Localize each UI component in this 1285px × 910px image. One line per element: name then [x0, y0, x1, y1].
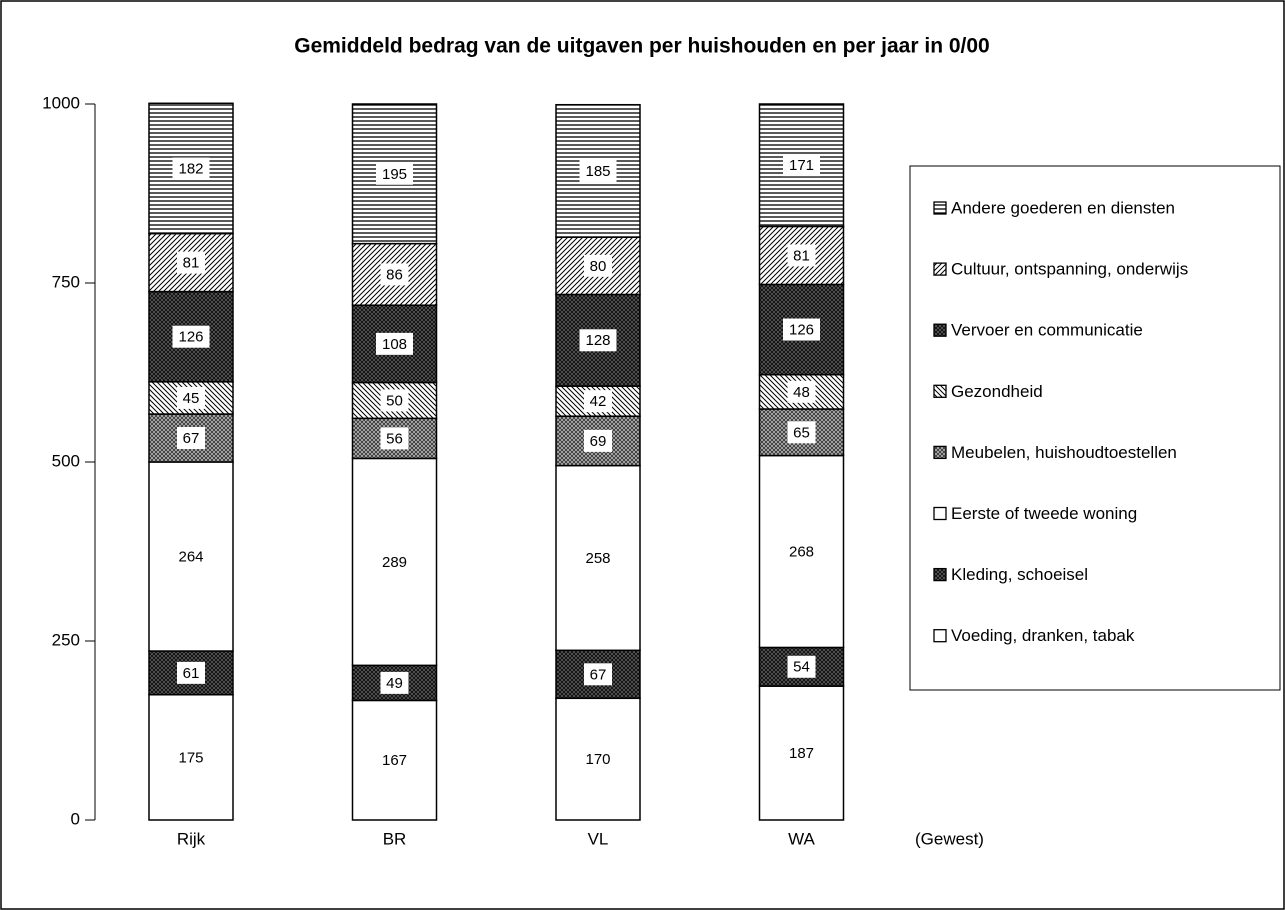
value-label: 128	[585, 332, 610, 349]
legend-swatch	[933, 262, 947, 276]
legend-label: Andere goederen en diensten	[951, 198, 1175, 217]
value-label: 81	[793, 247, 810, 264]
value-label: 65	[793, 424, 810, 441]
value-label-bg	[177, 251, 205, 274]
value-label-bg	[787, 421, 816, 444]
value-label: 175	[178, 749, 203, 766]
value-label-bg	[783, 318, 820, 341]
value-label-bg	[376, 749, 413, 772]
value-label: 170	[585, 751, 610, 768]
chart-title: Gemiddeld bedrag van de uitgaven per hui…	[294, 35, 990, 58]
value-label: 289	[382, 554, 407, 571]
legend-label: Voeding, dranken, tabak	[951, 626, 1135, 645]
value-label-bg	[783, 742, 820, 765]
legend	[909, 165, 1281, 691]
value-label-bg	[376, 162, 413, 185]
value-label-bg	[584, 254, 612, 277]
value-label: 126	[789, 322, 814, 339]
value-label-bg	[579, 546, 617, 569]
legend-swatch	[933, 445, 947, 460]
value-label-bg	[172, 545, 210, 568]
value-label: 69	[590, 433, 607, 450]
value-label-bg	[783, 540, 820, 563]
value-label: 45	[183, 390, 200, 407]
value-label: 49	[386, 675, 403, 692]
bar-segment	[351, 103, 438, 245]
value-label: 171	[789, 157, 814, 174]
value-label-bg	[783, 154, 820, 177]
value-label: 185	[585, 163, 610, 180]
legend-label: Eerste of tweede woning	[951, 504, 1137, 523]
bar-segment	[758, 103, 845, 228]
x-axis-label: (Gewest)	[915, 829, 984, 848]
value-label-bg	[787, 244, 816, 267]
legend-swatch	[933, 323, 947, 337]
value-label: 81	[183, 255, 200, 272]
value-label-bg	[380, 263, 409, 286]
value-label-bg	[376, 550, 413, 573]
value-label-bg	[172, 157, 210, 180]
legend-label: Meubelen, huishoudtoestellen	[951, 443, 1177, 462]
y-tick-label: 1000	[42, 93, 80, 112]
value-label: 258	[585, 550, 610, 567]
value-label: 50	[386, 392, 403, 409]
value-label-bg	[584, 429, 612, 452]
value-label: 48	[793, 384, 810, 401]
value-label-bg	[380, 389, 409, 412]
y-tick-label: 750	[52, 272, 80, 291]
value-label: 108	[382, 336, 407, 353]
value-label: 264	[178, 548, 203, 565]
legend-swatch	[933, 201, 947, 215]
value-label: 86	[386, 266, 403, 283]
value-label: 67	[590, 666, 607, 683]
legend-label: Kleding, schoeisel	[951, 565, 1088, 584]
value-label-bg	[584, 663, 612, 686]
y-tick-label: 250	[52, 630, 80, 649]
value-label-bg	[579, 329, 617, 352]
value-label-bg	[177, 386, 205, 409]
value-label: 56	[386, 430, 403, 447]
y-tick-label: 0	[71, 809, 80, 828]
value-label: 187	[789, 745, 814, 762]
legend-swatch	[933, 629, 947, 643]
value-label-bg	[787, 380, 816, 403]
value-label-bg	[177, 427, 205, 450]
value-label: 167	[382, 752, 407, 769]
value-label: 54	[793, 659, 810, 676]
legend-label: Cultuur, ontspanning, onderwijs	[951, 260, 1188, 279]
value-label: 268	[789, 543, 814, 560]
legend-label: Gezondheid	[951, 382, 1043, 401]
value-label-bg	[787, 655, 816, 678]
value-label: 195	[382, 166, 407, 183]
value-label: 182	[178, 160, 203, 177]
x-tick-label: Rijk	[177, 829, 206, 848]
legend-swatch	[933, 506, 947, 521]
value-label-bg	[380, 671, 409, 694]
value-label-bg	[579, 159, 617, 182]
value-label-bg	[579, 748, 617, 771]
value-label-bg	[376, 332, 413, 355]
x-tick-label: BR	[383, 829, 407, 848]
legend-label: Vervoer en communicatie	[951, 321, 1143, 340]
value-label-bg	[172, 325, 210, 348]
value-label-bg	[177, 661, 205, 684]
x-tick-label: VL	[588, 829, 609, 848]
x-tick-label: WA	[788, 829, 815, 848]
value-label: 61	[183, 665, 200, 682]
bar-segment	[555, 697, 641, 821]
y-tick-label: 500	[52, 451, 80, 470]
legend-swatch	[933, 384, 947, 398]
legend-swatch	[933, 567, 947, 582]
value-label: 126	[178, 329, 203, 346]
value-label-bg	[584, 390, 612, 413]
value-label-bg	[172, 746, 210, 769]
value-label: 80	[590, 258, 607, 275]
value-label-bg	[380, 427, 409, 450]
value-label: 67	[183, 430, 200, 447]
value-label: 42	[590, 393, 607, 410]
